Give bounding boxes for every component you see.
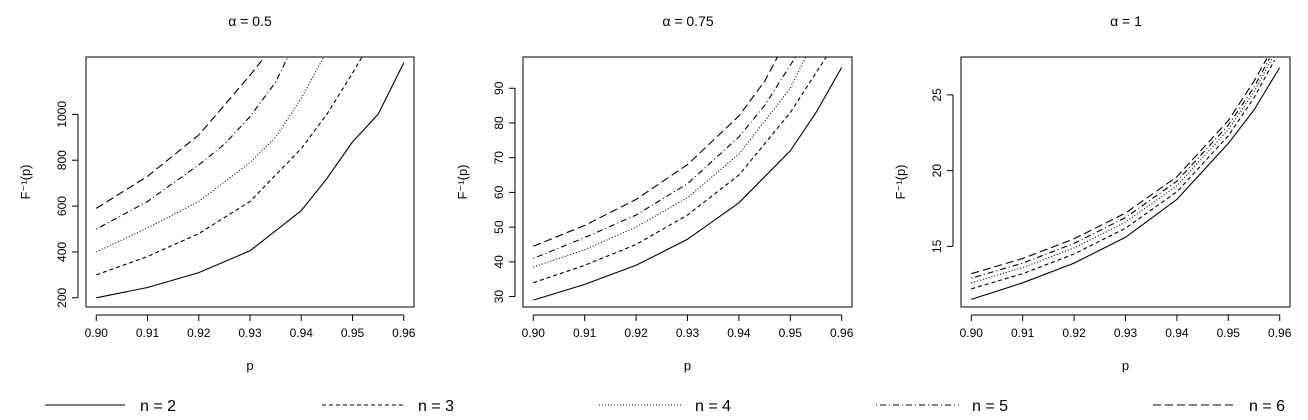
- series-line-n3: [971, 59, 1276, 290]
- x-tick-label: 0.93: [1114, 326, 1138, 340]
- y-tick-label: 90: [492, 81, 506, 95]
- y-tick-label: 40: [492, 255, 506, 269]
- series-line-n5: [971, 58, 1270, 279]
- chart-panel-3: α = 1 0.90 0.91 0.92 0.93 0.94 0.95 0.96 15 20 25 p…: [893, 13, 1292, 373]
- chart-title: α = 0.5: [228, 13, 272, 29]
- x-tick-label: 0.96: [392, 326, 416, 340]
- series-line-n2: [96, 62, 405, 299]
- y-tick-label: 30: [492, 290, 506, 304]
- x-tick-label: 0.96: [1268, 326, 1292, 340]
- y-tick-label: 15: [930, 239, 944, 253]
- x-axis-label: p: [1122, 358, 1129, 373]
- series-line-n4: [533, 57, 807, 268]
- legend-item: n = 4: [599, 398, 731, 415]
- x-tick-label: 0.93: [676, 326, 700, 340]
- series-line-n2: [971, 67, 1281, 300]
- series-line-n4: [971, 58, 1273, 284]
- x-tick-label: 0.91: [136, 326, 160, 340]
- plot-frame: [522, 56, 853, 308]
- legend-label: n = 4: [695, 398, 731, 415]
- y-tick-label: 80: [492, 116, 506, 130]
- y-axis-label: F⁻¹(p): [893, 164, 908, 199]
- x-tick-label: 0.94: [1165, 326, 1189, 340]
- x-axis-label: p: [246, 358, 253, 373]
- x-tick-label: 0.91: [1011, 326, 1035, 340]
- series-line-n5: [96, 57, 289, 230]
- y-axis-label: F⁻¹(p): [455, 164, 470, 199]
- plot-frame: [85, 56, 415, 308]
- legend-item: n = 5: [876, 398, 1008, 415]
- chart-panel-1: α = 0.5 0.90 0.91 0.92 0.93 0.94 0.95 0.96 200 40…: [18, 13, 416, 373]
- y-tick-label: 200: [55, 287, 69, 307]
- y-tick-label: 400: [55, 242, 69, 262]
- x-tick-label: 0.96: [830, 326, 854, 340]
- x-axis-label: p: [684, 358, 691, 373]
- legend-item: n = 6: [1153, 398, 1285, 415]
- x-tick-label: 0.90: [522, 326, 546, 340]
- series-line-n5: [533, 57, 796, 259]
- x-tick-label: 0.90: [960, 326, 984, 340]
- x-tick-label: 0.95: [779, 326, 803, 340]
- y-tick-label: 1000: [55, 101, 69, 128]
- series-line-n6: [533, 57, 778, 247]
- x-tick-label: 0.92: [1062, 326, 1086, 340]
- plot-frame: [960, 56, 1291, 308]
- chart-title: α = 1: [1110, 13, 1142, 29]
- series-line-n3: [533, 57, 827, 284]
- y-tick-label: 20: [930, 164, 944, 178]
- legend-label: n = 5: [972, 398, 1008, 415]
- legend-label: n = 2: [140, 398, 176, 415]
- series-line-n4: [96, 57, 325, 253]
- y-tick-label: 600: [55, 196, 69, 216]
- x-tick-label: 0.93: [238, 326, 262, 340]
- y-tick-label: 50: [492, 220, 506, 234]
- x-tick-label: 0.94: [727, 326, 751, 340]
- legend-item: n = 2: [45, 398, 176, 415]
- y-tick-label: 60: [492, 185, 506, 199]
- legend: n = 2 n = 3 n = 4 n = 5 n = 6: [45, 398, 1285, 415]
- series-line-n6: [971, 58, 1268, 275]
- x-tick-label: 0.92: [187, 326, 211, 340]
- chart-title: α = 0.75: [662, 13, 714, 29]
- legend-label: n = 3: [418, 398, 454, 415]
- y-tick-label: 25: [930, 88, 944, 102]
- x-tick-label: 0.90: [85, 326, 109, 340]
- series-line-n6: [96, 57, 266, 209]
- chart-panel-2: α = 0.75 0.90 0.91 0.92 0.93 0.94 0.95 0.96 30 40…: [455, 13, 854, 373]
- y-axis-label: F⁻¹(p): [18, 164, 33, 199]
- legend-label: n = 6: [1249, 398, 1285, 415]
- y-tick-label: 800: [55, 150, 69, 170]
- x-tick-label: 0.95: [341, 326, 365, 340]
- y-tick-label: 70: [492, 151, 506, 165]
- series-line-n2: [533, 67, 843, 301]
- x-tick-label: 0.91: [573, 326, 597, 340]
- legend-item: n = 3: [322, 398, 454, 415]
- series-line-n3: [96, 57, 363, 276]
- x-tick-label: 0.95: [1217, 326, 1241, 340]
- x-tick-label: 0.92: [624, 326, 648, 340]
- chart-panels: α = 0.5 0.90 0.91 0.92 0.93 0.94 0.95 0.96 200 40…: [18, 13, 1292, 373]
- x-tick-label: 0.94: [290, 326, 314, 340]
